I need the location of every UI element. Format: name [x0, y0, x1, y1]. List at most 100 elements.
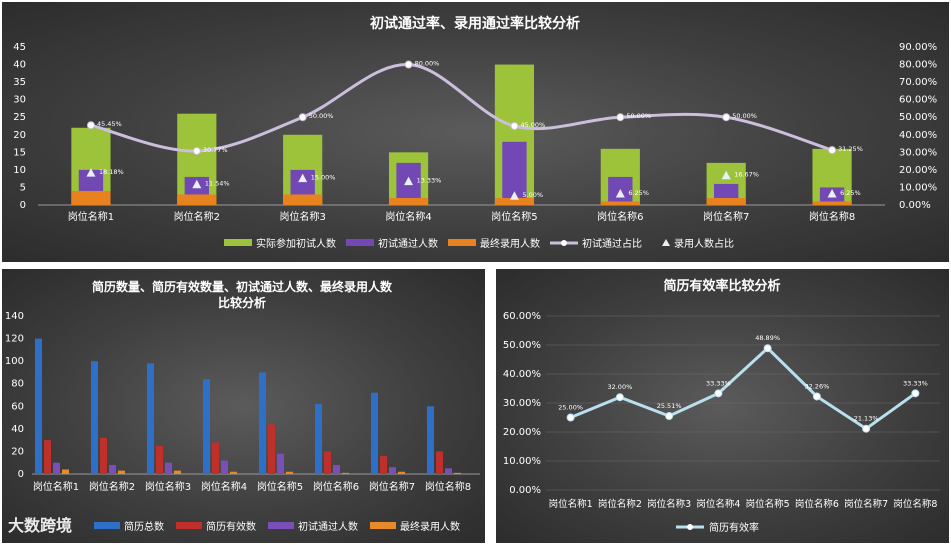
valid-rate-label: 33.33%: [706, 379, 731, 387]
hire-rate-label: 11.54%: [205, 180, 230, 188]
y-tick-label: 10.00%: [503, 456, 541, 467]
x-tick-label: 岗位名称6: [313, 480, 359, 493]
hire-rate-marker: [827, 189, 837, 198]
bar-3: [221, 460, 228, 474]
y2-tick-label: 20.00%: [899, 165, 937, 176]
valid-rate-label: 21.13%: [854, 415, 879, 423]
valid-rate-point: [714, 389, 723, 398]
pass-rate-point: [722, 113, 731, 122]
bar-1: [315, 404, 322, 474]
y-tick-label: 0: [18, 469, 24, 480]
bar-3: [494, 197, 535, 205]
legend-label: 初试通过人数: [298, 520, 358, 533]
valid-rate-point: [615, 393, 624, 402]
x-tick-label: 岗位名称7: [844, 498, 888, 510]
hire-rate-marker: [509, 191, 519, 200]
legend-label: 简历有效率: [709, 521, 759, 534]
valid-rate-point: [911, 389, 920, 398]
y-tick-label: 40: [13, 60, 26, 71]
y-tick-label: 20: [13, 130, 26, 141]
resume-count-panel: 简历数量、简历有效数量、初试通过人数、最终录用人数 比较分析 0 20 40 60 80 10…: [2, 269, 485, 543]
bar-1: [35, 338, 42, 474]
x-tick-label: 岗位名称1: [549, 498, 593, 510]
y-tick-label: 45: [13, 42, 26, 53]
y-tick-label: 20: [11, 446, 24, 457]
valid-rate-label: 25.00%: [558, 404, 583, 412]
bar-4: [342, 472, 349, 474]
y2-tick-label: 0.00%: [899, 200, 931, 211]
y2-tick-label: 60.00%: [899, 95, 937, 106]
pass-rate-point: [510, 122, 519, 130]
y-tick-label: 40: [11, 424, 24, 435]
x-tick-label: 岗位名称4: [201, 480, 247, 493]
bar-4: [454, 472, 461, 474]
legend-label: 实际参加初试人数: [256, 237, 336, 250]
bar-1: [91, 361, 98, 474]
y-tick-label: 120: [5, 334, 24, 345]
bar-2: [100, 437, 107, 474]
bar-4: [174, 470, 181, 474]
bar-3: [389, 467, 396, 474]
bar-3: [277, 453, 284, 474]
y-tick-label: 25: [13, 112, 26, 123]
bar-2: [156, 445, 163, 474]
bar-2: [324, 451, 331, 474]
recruit-pass-rate-panel: 初试通过率、录用通过率比较分析 0 5 10 15 20 25 30 35 40 45 0.00% 10…: [2, 2, 949, 262]
x-tick-label: 岗位名称2: [89, 480, 135, 493]
valid-rate-label: 48.89%: [755, 334, 780, 342]
hire-rate-label: 5.00%: [522, 191, 543, 199]
x-tick-label: 岗位名称6: [597, 210, 643, 223]
y2-tick-label: 80.00%: [899, 60, 937, 71]
legend-label: 最终录用人数: [480, 237, 540, 250]
hire-rate-label: 13.33%: [417, 177, 442, 185]
pass-rate-point: [86, 121, 95, 130]
y-tick-label: 10: [13, 165, 26, 176]
pass-rate-label: 50.00%: [309, 112, 334, 120]
y-tick-label: 20.00%: [503, 427, 541, 438]
legend-label: 简历总数: [124, 520, 164, 533]
pass-rate-label: 50.00%: [626, 112, 651, 120]
x-tick-label: 岗位名称4: [696, 498, 740, 510]
legend-swatch: [224, 239, 252, 246]
bar-3: [445, 468, 452, 474]
y-tick-label: 5: [20, 182, 26, 193]
bar-4: [398, 471, 405, 474]
bar-1: [427, 406, 434, 474]
valid-rate-point: [862, 424, 871, 433]
pass-rate-point: [616, 113, 625, 122]
bar-3: [109, 464, 116, 474]
pass-rate-point: [192, 146, 201, 155]
hire-rate-marker: [192, 179, 202, 189]
bar-2: [380, 455, 387, 474]
legend-swatch: [176, 522, 202, 529]
legend-swatch: [346, 239, 374, 246]
y-tick-label: 30: [13, 95, 26, 106]
y-tick-label: 80: [11, 379, 24, 390]
bar-4: [118, 470, 125, 474]
bar-4: [62, 469, 69, 474]
pass-rate-label: 30.77%: [203, 146, 228, 154]
legend-label: 初试通过人数: [378, 237, 438, 250]
y-tick-label: 35: [13, 77, 26, 88]
hire-rate-label: 15.00%: [311, 174, 336, 182]
bar-1: [259, 372, 266, 474]
bar-1: [203, 379, 210, 474]
legend-label: 录用人数占比: [674, 237, 734, 250]
y-tick-label: 60.00%: [503, 311, 541, 322]
valid-rate-label: 32.00%: [607, 383, 632, 391]
bar-1: [147, 363, 154, 474]
x-tick-label: 岗位名称1: [33, 480, 79, 493]
legend-swatch: [370, 522, 396, 529]
resume-valid-rate-chart: 简历有效率比较分析 0.00% 10.00% 20.00% 30.00% 40.00% 50…: [503, 278, 940, 534]
bar-2: [212, 442, 219, 474]
hire-rate-marker: [298, 173, 308, 183]
y2-tick-label: 30.00%: [899, 147, 937, 158]
legend-swatch-marker: [687, 524, 693, 530]
hire-rate-marker: [404, 176, 414, 186]
bar-1: [371, 392, 378, 474]
hire-rate-marker: [721, 170, 731, 180]
pass-rate-line: [90, 63, 833, 153]
hire-rate-label: 16.67%: [734, 171, 759, 179]
x-tick-label: 岗位名称5: [491, 210, 537, 223]
